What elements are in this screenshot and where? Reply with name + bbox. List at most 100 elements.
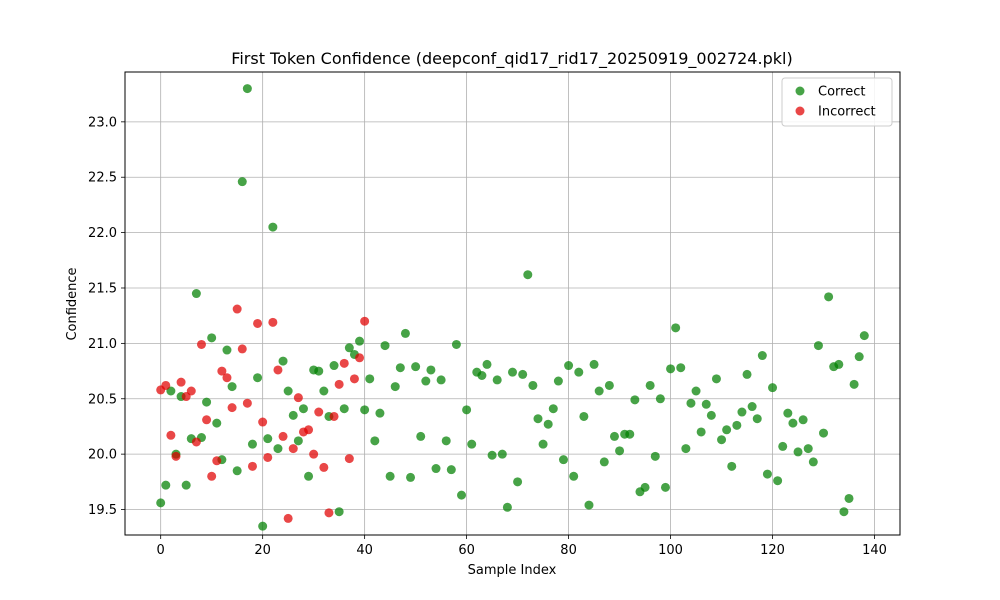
correct-point bbox=[508, 367, 517, 377]
correct-point bbox=[594, 386, 604, 396]
incorrect-point bbox=[283, 513, 293, 523]
y-tick-label: 21.0 bbox=[88, 337, 117, 352]
x-tick-label: 40 bbox=[356, 543, 373, 558]
correct-point bbox=[457, 490, 467, 500]
correct-point bbox=[497, 449, 507, 459]
correct-point bbox=[574, 367, 584, 377]
x-tick-label: 20 bbox=[254, 543, 271, 558]
y-tick-label: 22.5 bbox=[88, 171, 117, 186]
correct-point bbox=[385, 471, 395, 481]
incorrect-point bbox=[339, 358, 349, 368]
correct-point bbox=[569, 471, 579, 481]
incorrect-point bbox=[309, 449, 319, 459]
correct-point bbox=[446, 465, 456, 475]
y-tick-label: 21.5 bbox=[88, 281, 117, 296]
correct-point bbox=[630, 395, 640, 405]
correct-point bbox=[355, 336, 365, 346]
incorrect-point bbox=[355, 353, 365, 363]
correct-point bbox=[579, 411, 589, 421]
correct-point bbox=[293, 436, 303, 446]
legend: Correct Incorrect bbox=[781, 77, 893, 127]
incorrect-point bbox=[171, 451, 181, 461]
correct-point bbox=[319, 386, 329, 396]
correct-point bbox=[666, 364, 676, 374]
y-axis-label: Confidence bbox=[65, 267, 80, 340]
legend-label-correct: Correct bbox=[818, 85, 865, 100]
correct-point bbox=[676, 363, 686, 373]
correct-point bbox=[701, 399, 711, 409]
correct-point bbox=[793, 447, 803, 457]
correct-point bbox=[406, 472, 416, 482]
correct-point bbox=[207, 333, 217, 343]
incorrect-point bbox=[304, 425, 314, 435]
correct-point bbox=[727, 461, 737, 471]
correct-point bbox=[660, 482, 670, 492]
correct-point bbox=[671, 323, 681, 333]
correct-point bbox=[844, 493, 854, 503]
correct-point bbox=[553, 376, 563, 386]
incorrect-point bbox=[349, 374, 359, 384]
correct-point bbox=[339, 404, 349, 414]
correct-point bbox=[762, 469, 772, 479]
correct-point bbox=[395, 363, 405, 373]
correct-point bbox=[375, 408, 385, 418]
incorrect-point bbox=[176, 377, 186, 387]
incorrect-point bbox=[319, 462, 329, 472]
incorrect-point bbox=[324, 508, 334, 518]
correct-point bbox=[747, 402, 757, 412]
grid bbox=[125, 72, 900, 535]
incorrect-point bbox=[217, 366, 227, 376]
correct-point bbox=[691, 386, 701, 396]
correct-point bbox=[655, 394, 665, 404]
correct-point bbox=[518, 369, 528, 379]
correct-point bbox=[487, 450, 497, 460]
correct-point bbox=[599, 457, 609, 467]
correct-point bbox=[543, 419, 553, 429]
correct-point bbox=[696, 427, 706, 437]
legend-marker-correct bbox=[795, 86, 805, 96]
incorrect-point bbox=[329, 411, 339, 421]
correct-point bbox=[798, 415, 808, 425]
correct-point bbox=[283, 386, 293, 396]
chart-title: First Token Confidence (deepconf_qid17_r… bbox=[231, 49, 792, 69]
correct-point bbox=[849, 379, 859, 389]
correct-point bbox=[288, 410, 298, 420]
incorrect-point bbox=[268, 317, 278, 327]
correct-point bbox=[421, 376, 431, 386]
correct-point bbox=[737, 407, 747, 417]
correct-point bbox=[773, 476, 783, 486]
correct-point bbox=[161, 480, 171, 490]
incorrect-point bbox=[314, 407, 324, 417]
correct-point bbox=[390, 382, 400, 392]
correct-point bbox=[609, 431, 619, 441]
correct-point bbox=[482, 359, 492, 369]
correct-point bbox=[834, 359, 844, 369]
x-tick-label: 120 bbox=[760, 543, 785, 558]
x-tick-label: 140 bbox=[862, 543, 887, 558]
correct-point bbox=[237, 177, 247, 187]
correct-point bbox=[533, 414, 543, 424]
incorrect-point bbox=[202, 415, 212, 425]
legend-label-incorrect: Incorrect bbox=[818, 105, 876, 120]
incorrect-point bbox=[278, 431, 288, 441]
correct-point bbox=[625, 429, 635, 439]
axes: 0 20 40 60 80 100 120 140 19.5 20.0 20.5 21.0 21.5 22… bbox=[88, 115, 887, 558]
incorrect-point bbox=[186, 386, 196, 396]
incorrect-point bbox=[253, 318, 263, 328]
correct-point bbox=[273, 444, 283, 454]
correct-point bbox=[839, 507, 849, 517]
correct-point bbox=[558, 455, 568, 465]
correct-point bbox=[298, 404, 308, 414]
correct-point bbox=[808, 457, 818, 467]
incorrect-point bbox=[166, 430, 176, 440]
correct-point bbox=[411, 362, 421, 372]
correct-point bbox=[253, 373, 263, 383]
correct-point bbox=[564, 361, 574, 371]
correct-point bbox=[441, 436, 451, 446]
correct-point bbox=[778, 441, 788, 451]
correct-point bbox=[436, 375, 446, 385]
correct-point bbox=[742, 369, 752, 379]
correct-point bbox=[380, 341, 390, 351]
incorrect-point bbox=[207, 471, 217, 481]
